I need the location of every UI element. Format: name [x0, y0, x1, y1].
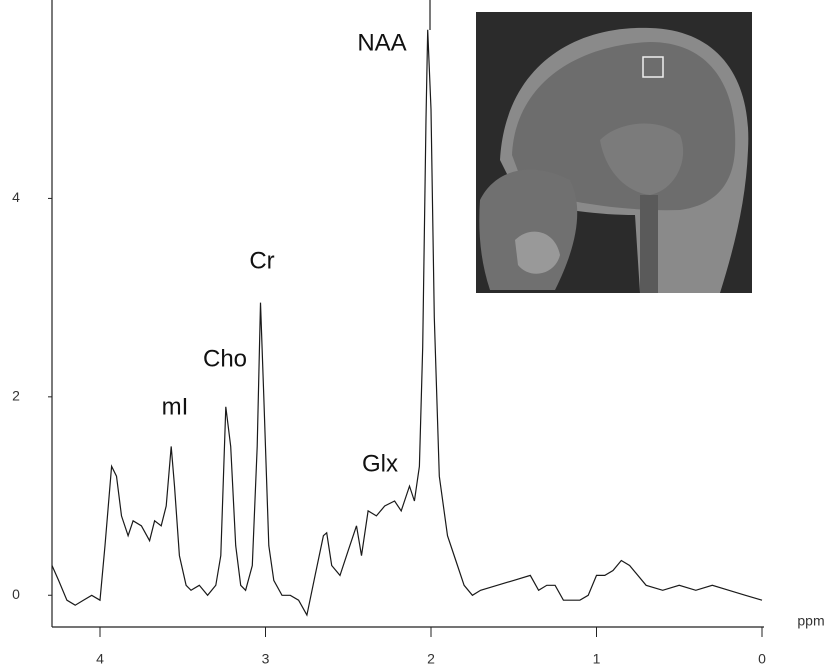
- peak-label: NAA: [357, 29, 406, 56]
- peak-label: mI: [162, 393, 189, 420]
- y-tick-label: 0: [12, 586, 20, 602]
- y-tick-label: 2: [12, 388, 20, 404]
- peak-label: Glx: [362, 450, 398, 477]
- x-tick-label: 0: [758, 651, 766, 667]
- x-tick-label: 4: [96, 651, 104, 667]
- x-tick-label: 1: [593, 651, 601, 667]
- peak-label: Cr: [249, 247, 274, 274]
- page: {"chart_data": {"type": "line", "x": [4.…: [0, 0, 836, 667]
- y-tick-label: 4: [12, 189, 20, 205]
- x-axis-label: ppm: [797, 613, 824, 629]
- peak-label: Cho: [203, 345, 247, 372]
- mri-inset: [476, 12, 752, 293]
- x-tick-label: 3: [262, 651, 270, 667]
- chart: ppm 0 2 4 4 3 2 1 0 NAA Cr ChomI Glx: [0, 0, 836, 667]
- x-tick-label: 2: [427, 651, 435, 667]
